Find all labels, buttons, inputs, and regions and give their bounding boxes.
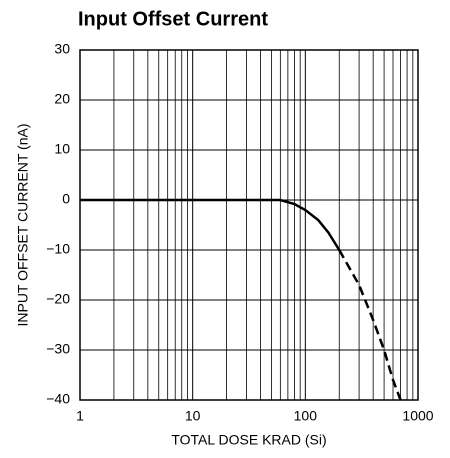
plot-frame xyxy=(79,49,419,401)
y-tick-label: 10 xyxy=(54,141,70,157)
x-tick-label: 1000 xyxy=(402,408,433,424)
y-tick-label: 20 xyxy=(54,91,70,107)
x-tick-label: 1 xyxy=(76,408,84,424)
x-axis-label: TOTAL DOSE KRAD (Si) xyxy=(171,432,326,448)
data-line xyxy=(80,198,341,251)
y-tick-label: 0 xyxy=(62,191,70,207)
y-tick-label: −20 xyxy=(46,291,70,307)
y-tick-label: −10 xyxy=(46,241,70,257)
y-tick-label: −30 xyxy=(46,341,70,357)
y-tick-label: 30 xyxy=(54,41,70,57)
y-axis-label: INPUT OFFSET CURRENT (nA) xyxy=(15,123,31,326)
y-tick-label: −40 xyxy=(46,391,70,407)
data-line xyxy=(338,249,402,401)
x-tick-label: 100 xyxy=(294,408,318,424)
chart-title: Input Offset Current xyxy=(78,8,268,30)
x-tick-label: 10 xyxy=(185,408,201,424)
